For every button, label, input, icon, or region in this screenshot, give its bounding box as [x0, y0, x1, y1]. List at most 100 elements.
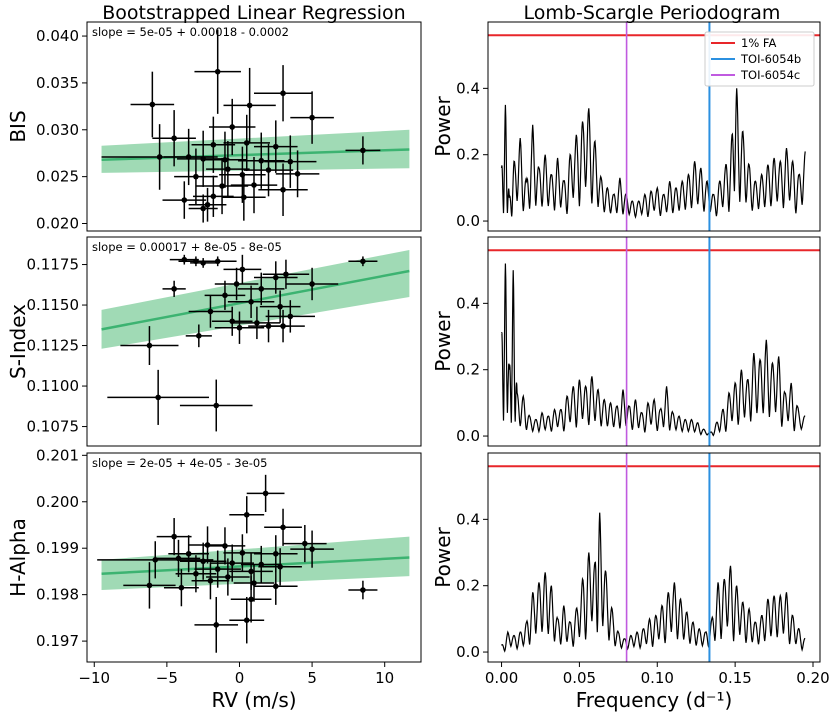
point-marker: [272, 274, 279, 281]
data-point: [285, 267, 339, 301]
point-marker: [171, 286, 177, 292]
point-marker: [149, 101, 156, 108]
fit-line: [101, 269, 410, 331]
axes-frame: [86, 236, 422, 447]
fit-line: [101, 148, 410, 162]
point-marker: [155, 394, 161, 401]
point-marker: [309, 281, 315, 287]
point-marker: [213, 402, 220, 409]
xtick-label: 0.15: [718, 669, 751, 687]
ytick-label: 0.025: [36, 168, 79, 186]
data-point: [185, 324, 212, 348]
data-point: [130, 71, 175, 138]
xtick-label: −10: [78, 669, 110, 687]
ytick-label: 0.4: [456, 510, 480, 528]
y-axis-label: Power: [431, 95, 455, 156]
data-point: [230, 576, 272, 623]
point-marker: [152, 557, 159, 563]
point-marker: [251, 182, 257, 188]
point-marker: [277, 563, 283, 570]
data-point: [203, 131, 247, 188]
ytick-label: 0.0: [456, 212, 480, 230]
point-marker: [200, 205, 206, 212]
data-point: [198, 256, 237, 267]
point-marker: [200, 558, 206, 565]
data-point: [211, 306, 253, 336]
data-point: [233, 306, 281, 340]
point-marker: [251, 580, 257, 586]
fit-line: [101, 556, 410, 576]
point-marker: [258, 561, 265, 568]
data-point: [348, 256, 378, 267]
point-marker: [277, 303, 283, 310]
point-marker: [233, 281, 240, 287]
point-marker: [272, 583, 279, 590]
legend-entry-planet-b: TOI-6054b: [740, 52, 801, 66]
point-marker: [213, 622, 220, 628]
point-marker: [222, 156, 228, 163]
left-column-title: Bootstrapped Linear Regression: [102, 2, 405, 24]
point-marker: [236, 324, 243, 331]
data-point: [188, 295, 233, 328]
point-marker: [280, 90, 286, 97]
data-point: [193, 175, 234, 217]
data-point: [233, 564, 275, 602]
point-marker: [193, 173, 199, 180]
data-point: [290, 530, 334, 568]
point-marker: [156, 154, 163, 160]
data-point: [261, 309, 305, 343]
data-point: [258, 163, 308, 217]
point-marker: [272, 550, 279, 557]
point-marker: [214, 566, 221, 572]
point-marker: [272, 143, 279, 150]
xtick-label: 0.05: [563, 669, 596, 687]
panel-halpha-regression: 0.197 0.198 0.199 0.200 0.201 −10 −5 0 5 10 H-Alph…: [6, 446, 422, 712]
point-marker: [243, 617, 250, 623]
slope-annotation: slope = 0.00017 + 8e-05 - 8e-05: [92, 240, 282, 254]
data-point: [174, 148, 218, 205]
ytick-label: 0.1100: [27, 377, 80, 395]
point-marker: [178, 584, 185, 591]
axes-frame: [487, 236, 821, 447]
point-marker: [287, 158, 294, 165]
legend-entry-planet-c: TOI-6054c: [740, 68, 800, 82]
data-point: [188, 187, 227, 222]
axes-frame: [86, 21, 422, 232]
point-marker: [214, 68, 221, 75]
data-point: [265, 300, 315, 333]
data-point: [254, 567, 298, 605]
fit-confidence-band: [101, 129, 410, 173]
ytick-label: 0.0: [456, 643, 480, 661]
point-marker: [239, 550, 246, 556]
periodogram-curve: [500, 263, 806, 437]
data-point: [243, 143, 294, 197]
point-marker: [248, 596, 254, 603]
x-axis-label: Frequency (d⁻¹): [576, 688, 733, 712]
data-point: [107, 369, 209, 425]
point-marker: [210, 141, 217, 148]
point-marker: [243, 511, 250, 518]
ytick-label: 0.1175: [27, 256, 80, 274]
xtick-label: 5: [307, 669, 317, 687]
point-marker: [229, 124, 236, 130]
xtick-label: 0.10: [641, 669, 674, 687]
ytick-label: 0.0: [456, 427, 480, 445]
ytick-label: 0.199: [36, 539, 79, 557]
slope-annotation: slope = 2e-05 + 4e-05 - 3e-05: [92, 456, 267, 470]
data-point: [264, 135, 317, 188]
data-point: [259, 290, 301, 323]
data-point: [120, 326, 179, 365]
data-point: [223, 114, 270, 172]
point-marker: [302, 540, 308, 547]
data-point: [283, 524, 327, 563]
point-marker: [360, 147, 366, 154]
data-point: [204, 280, 246, 310]
ytick-label: 0.1125: [27, 337, 80, 355]
ytick-label: 0.040: [36, 27, 79, 45]
data-point: [156, 518, 192, 556]
point-marker: [309, 546, 315, 552]
panel-sindex-regression: 0.1075 0.1100 0.1125 0.1150 0.1175 S-Index slo…: [6, 236, 422, 447]
point-marker: [219, 183, 225, 189]
periodogram-curve: [501, 512, 806, 653]
